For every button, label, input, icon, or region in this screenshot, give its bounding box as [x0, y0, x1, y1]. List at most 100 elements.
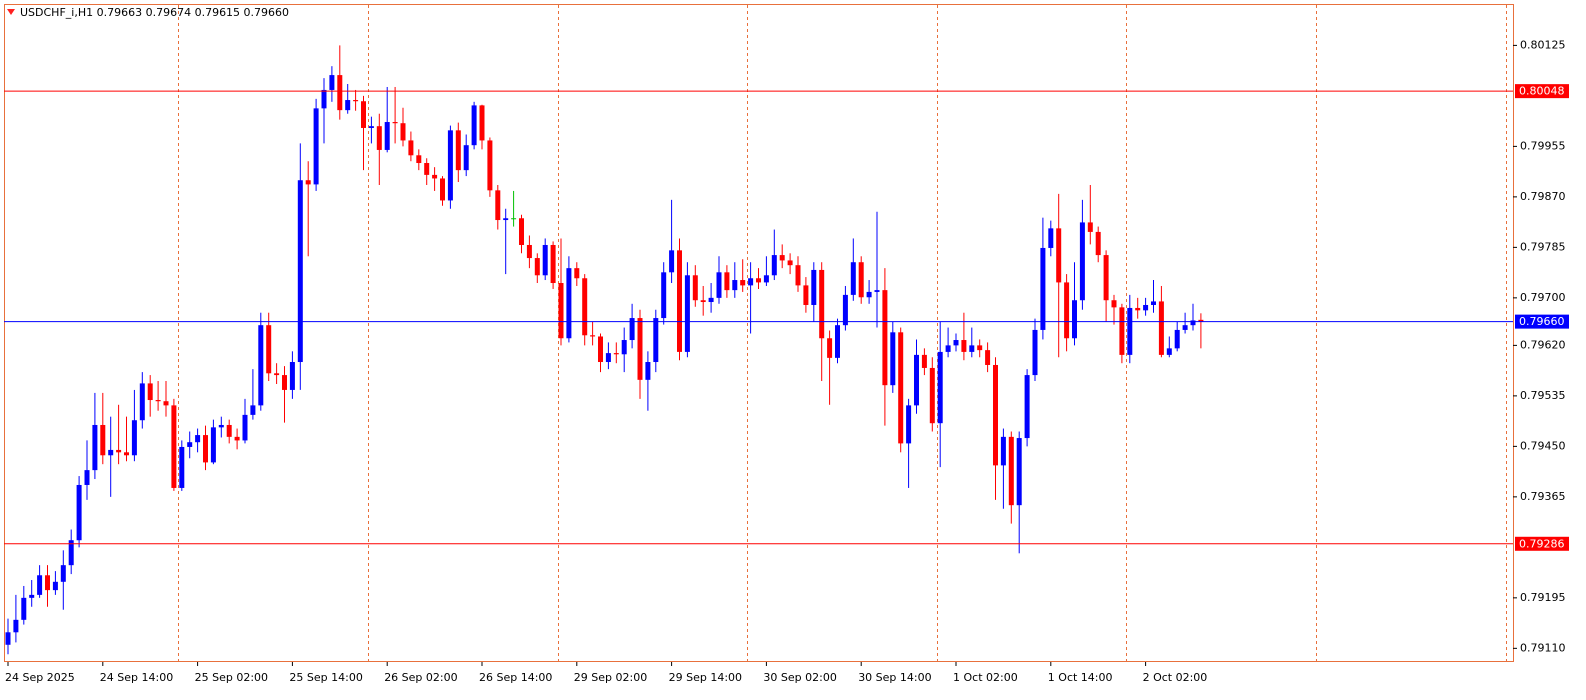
candle-body	[684, 275, 690, 352]
x-tick-label: 26 Sep 14:00	[479, 671, 552, 684]
candle-body	[479, 105, 485, 141]
candle-body	[1040, 247, 1046, 330]
candle-body	[266, 325, 272, 374]
candle-body	[92, 424, 98, 471]
candle-body	[890, 332, 896, 386]
candle-body	[337, 75, 343, 111]
candle-body	[1111, 300, 1117, 308]
candle-body	[1174, 329, 1180, 349]
candle-body	[874, 290, 880, 292]
candle-body	[1008, 436, 1014, 506]
y-tick-label: 0.79195	[1520, 591, 1566, 604]
x-tick-label: 29 Sep 02:00	[574, 671, 647, 684]
x-tick-label: 30 Sep 02:00	[763, 671, 836, 684]
candle-body	[985, 350, 991, 365]
candle-body	[1072, 300, 1077, 339]
candle-body	[305, 180, 311, 185]
candle-body	[297, 180, 303, 363]
candle-body	[558, 283, 564, 339]
candle-body	[13, 619, 19, 633]
candle-body	[921, 354, 927, 368]
candle-body	[187, 442, 193, 447]
candle-body	[740, 280, 746, 286]
candle-body	[1056, 228, 1062, 283]
candle-body	[392, 122, 398, 124]
candle-body	[590, 335, 596, 337]
candle-body	[163, 401, 169, 406]
candle-body	[637, 318, 643, 380]
candle-body	[605, 353, 611, 363]
candle-body	[1198, 319, 1204, 322]
candle-body	[763, 275, 769, 283]
candle-body	[811, 269, 817, 305]
candle-body	[108, 449, 114, 456]
candle-body	[463, 145, 469, 171]
level-label: 0.80048	[1519, 85, 1565, 98]
candle-body	[1048, 228, 1054, 248]
x-tick-label: 25 Sep 02:00	[195, 671, 268, 684]
candle-body	[653, 318, 659, 363]
candle-body	[495, 190, 501, 221]
candle-body	[953, 340, 959, 346]
candle-body	[361, 101, 366, 128]
candle-body	[289, 362, 295, 390]
candle-body	[566, 268, 572, 339]
candle-body	[748, 278, 754, 286]
candle-body	[1087, 222, 1093, 232]
candle-body	[171, 405, 177, 488]
candle-body	[210, 427, 216, 463]
candle-body	[677, 250, 682, 352]
candle-body	[52, 581, 58, 591]
candle-body	[613, 353, 619, 355]
candle-body	[76, 484, 82, 541]
candle-body	[858, 262, 864, 298]
y-tick-label: 0.79870	[1520, 190, 1566, 203]
x-tick-label: 29 Sep 14:00	[669, 671, 742, 684]
candle-body	[432, 174, 438, 179]
candle-body	[84, 470, 90, 485]
candle-body	[68, 540, 74, 566]
candle-body	[471, 105, 477, 146]
candle-body	[779, 255, 785, 261]
x-tick-label: 26 Sep 02:00	[384, 671, 457, 684]
y-tick-label: 0.79620	[1520, 338, 1566, 351]
candle-body	[37, 575, 43, 595]
candle-body	[5, 632, 11, 645]
candle-body	[850, 262, 856, 295]
candle-body	[1032, 329, 1038, 376]
y-tick-label: 0.79955	[1520, 139, 1566, 152]
y-tick-label: 0.79785	[1520, 240, 1566, 253]
collapse-triangle	[7, 9, 15, 15]
candle-body	[866, 291, 872, 298]
candle-body	[1143, 304, 1149, 311]
x-tick-label: 2 Oct 02:00	[1143, 671, 1208, 684]
candle-body	[321, 89, 327, 109]
candle-body	[708, 297, 714, 303]
candle-body	[519, 218, 524, 245]
candle-body	[977, 345, 983, 351]
x-tick-label: 25 Sep 14:00	[289, 671, 362, 684]
candle-body	[795, 265, 801, 286]
candle-body	[906, 405, 912, 444]
candle-body	[368, 126, 374, 128]
candle-body	[503, 218, 509, 221]
level-label-box	[1515, 84, 1569, 99]
y-tick-label: 0.79110	[1520, 641, 1566, 654]
level-label-box	[1515, 314, 1569, 329]
candle-body	[440, 178, 445, 201]
candle-body	[598, 336, 603, 363]
candle-body	[234, 436, 240, 441]
candle-body	[716, 272, 722, 298]
y-tick-label: 0.80125	[1520, 38, 1566, 51]
candle-body	[139, 383, 145, 421]
candle-body	[898, 332, 904, 444]
x-tick-label: 1 Oct 14:00	[1048, 671, 1113, 684]
candle-body	[353, 100, 359, 102]
candle-body	[724, 272, 730, 291]
level-label: 0.79660	[1519, 315, 1565, 328]
candle-body	[621, 340, 627, 355]
x-tick-label: 1 Oct 02:00	[953, 671, 1018, 684]
candle-body	[914, 354, 919, 406]
candle-body	[131, 420, 137, 456]
